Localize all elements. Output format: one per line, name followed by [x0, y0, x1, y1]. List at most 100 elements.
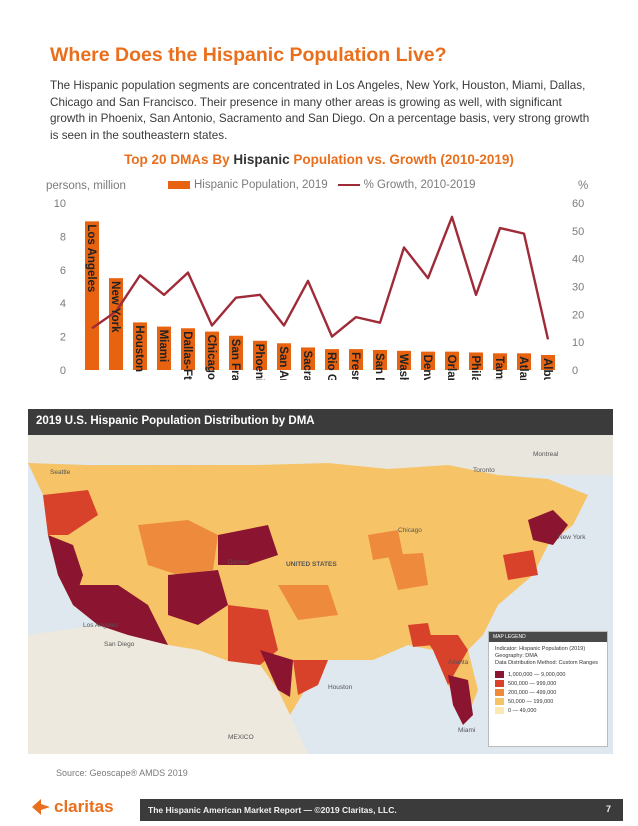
page-number: 7 [606, 804, 612, 814]
map-label-seattle: Seattle [50, 469, 71, 476]
category-label: Atlanta [517, 356, 529, 380]
chart-bar [133, 322, 147, 370]
map-label-san-diego: San Diego [104, 641, 135, 648]
chart-bar [157, 326, 171, 370]
chart-bar [181, 328, 195, 370]
y-right-tick-label: 50 [572, 226, 584, 238]
map-legend-swatch [495, 680, 504, 687]
map-legend-row: 1,000,000 — 9,000,000 [489, 670, 607, 679]
y-left-axis-label: persons, million [46, 180, 126, 192]
chart-bar [325, 349, 339, 370]
y-right-tick-label: 0 [572, 365, 578, 377]
map-legend-range: 0 — 49,000 [508, 707, 537, 714]
map-legend-range: 1,000,000 — 9,000,000 [508, 671, 566, 678]
chart-bar [349, 349, 363, 370]
chart-title-part1: Top 20 DMAs By [124, 152, 234, 167]
chart-bar [373, 349, 387, 370]
map-legend-row: 500,000 — 999,000 [489, 679, 607, 688]
category-label: Rio Grande Valley [325, 352, 337, 380]
category-label: Fresno-Visalia [349, 352, 361, 380]
map-label-united-states: UNITED STATES [286, 561, 337, 568]
map-legend-header: MAP LEGEND [489, 632, 607, 642]
y-left-tick-label: 10 [54, 198, 66, 210]
intro-paragraph: The Hispanic population segments are con… [50, 79, 590, 142]
y-right-axis-label: % [578, 180, 589, 192]
map-legend-row: 200,000 — 499,000 [489, 688, 607, 697]
population-growth-chart: 0 2 4 6 8 10 0 10 20 30 40 50 60 Los Angeles New York H… [54, 198, 585, 380]
map-label-houston: Houston [328, 684, 353, 691]
category-label: Miami [157, 330, 169, 363]
y-right-tick-label: 10 [572, 337, 584, 349]
category-label: Chicago [205, 335, 217, 380]
claritas-logo-icon [32, 799, 50, 815]
map-label-montreal: Montreal [533, 451, 559, 458]
y-left-tick-label: 6 [60, 265, 66, 277]
map-legend-row: 0 — 49,000 [489, 706, 607, 715]
y-right-tick-label: 20 [572, 309, 584, 321]
chart-bar [205, 331, 219, 370]
footer-text: The Hispanic American Market Report — ©2… [148, 805, 397, 815]
map-legend-rows: 1,000,000 — 9,000,000 500,000 — 999,000 20… [489, 670, 607, 715]
claritas-logo: claritas [32, 797, 114, 817]
chart-bar [541, 354, 555, 370]
map-label-toronto: Toronto [473, 467, 495, 474]
map-legend-swatch [495, 689, 504, 696]
category-label: San Francisco [229, 339, 241, 380]
legend-bar-swatch [168, 181, 190, 189]
category-label: Philadelphia [469, 355, 481, 380]
category-label: San Antonio [277, 346, 289, 380]
chart-bar [109, 278, 123, 370]
chart-title-part2: Population vs. Growth (2010-2019) [289, 152, 514, 167]
chart-bar [445, 351, 459, 370]
map-legend-indicator: Indicator: Hispanic Population (2019) [495, 646, 586, 652]
map-legend-swatch [495, 698, 504, 705]
chart-bar [421, 351, 435, 370]
category-label: Denver [421, 355, 433, 380]
map-label-new-york: New York [558, 534, 586, 541]
map-header: 2019 U.S. Hispanic Population Distributi… [28, 409, 613, 435]
map-title: 2019 U.S. Hispanic Population Distributi… [36, 415, 315, 427]
chart-bar [493, 353, 507, 370]
map-label-atlanta: Atlanta [448, 659, 469, 666]
map-legend-method: Data Distribution Method: Custom Ranges [495, 660, 599, 666]
y-left-tick-label: 2 [60, 332, 66, 344]
category-label: Los Angeles [85, 224, 97, 292]
y-right-tick-label: 40 [572, 254, 584, 266]
source-note: Source: Geoscape® AMDS 2019 [56, 768, 188, 778]
legend-bar-label: Hispanic Population, 2019 [194, 179, 328, 191]
chart-bar [469, 352, 483, 370]
claritas-logo-text: claritas [54, 797, 114, 816]
chart-bar [301, 347, 315, 370]
map-legend: MAP LEGEND Indicator: Hispanic Populatio… [488, 631, 608, 747]
page-title: Where Does the Hispanic Population Live? [50, 44, 447, 66]
chart-bar [397, 350, 411, 370]
y-left-tick-label: 0 [60, 365, 66, 377]
map-label-chicago: Chicago [398, 527, 422, 534]
map-label-denver: Denver [228, 559, 249, 566]
growth-line [91, 215, 550, 340]
y-right-tick-label: 30 [572, 282, 584, 294]
chart-bar [253, 340, 267, 370]
y-right-tick-label: 60 [572, 198, 584, 210]
category-label: Washington, DC [397, 354, 409, 380]
map-legend-swatch [495, 671, 504, 678]
map-legend-swatch [495, 707, 504, 714]
legend-line-label: % Growth, 2010-2019 [363, 179, 476, 191]
map-legend-range: 500,000 — 999,000 [508, 680, 557, 687]
map-label-mexico: MEXICO [228, 734, 254, 741]
chart-bar [229, 335, 243, 370]
map-legend-range: 50,000 — 199,000 [508, 698, 554, 705]
map-legend-range: 200,000 — 499,000 [508, 689, 557, 696]
map-panel: 2019 U.S. Hispanic Population Distributi… [28, 409, 613, 754]
map-legend-geography: Geography: DMA [495, 653, 538, 659]
category-label: Phoenix [253, 344, 265, 380]
category-label: Dallas-Ft. Worth [181, 331, 193, 380]
y-left-tick-label: 4 [60, 298, 66, 310]
chart-bar [517, 353, 531, 370]
category-label: Houston [133, 325, 145, 372]
chart-legend: Hispanic Population, 2019 % Growth, 2010… [168, 179, 476, 191]
category-label: New York [109, 281, 121, 333]
category-label: San Diego [373, 353, 385, 380]
chart-bar [277, 343, 291, 370]
chart-title-highlight: Hispanic [233, 152, 290, 167]
